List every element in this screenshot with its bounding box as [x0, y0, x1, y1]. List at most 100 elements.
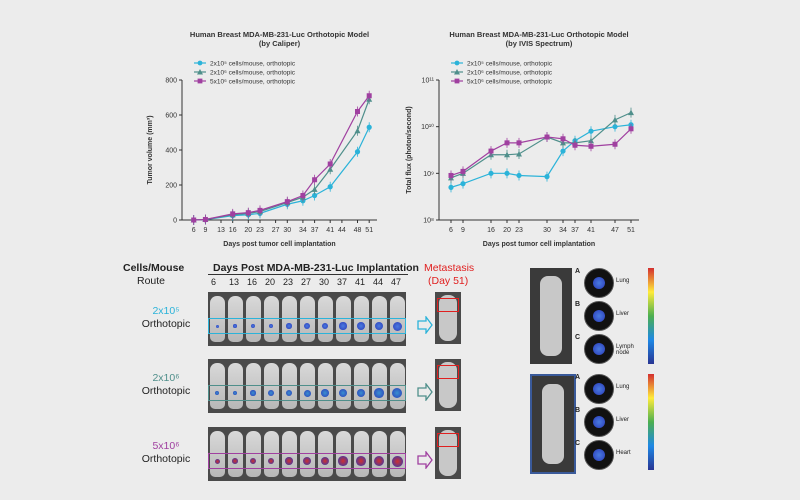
mouse-image	[300, 363, 315, 409]
mouse-image	[336, 296, 351, 342]
bioluminescence-signal	[357, 322, 365, 330]
mouse-image	[246, 363, 261, 409]
x-tick-label: 13	[217, 227, 225, 234]
mouse-image-bottom	[542, 384, 564, 464]
x-tick-label: 37	[311, 227, 319, 234]
series-line	[450, 124, 632, 188]
mouse-image	[300, 431, 315, 477]
mouse-image	[372, 363, 387, 409]
data-point	[504, 151, 510, 158]
highlight-box	[208, 453, 406, 469]
data-point	[504, 140, 510, 146]
x-tick-label: 48	[354, 227, 362, 234]
bioluminescence-signal	[321, 322, 329, 330]
mouse-image	[318, 431, 333, 477]
chart-title: Human Breast MDA-MB-231-Luc Orthotopic M…	[449, 30, 628, 39]
data-point	[588, 137, 594, 144]
y-tick-label: 600	[165, 113, 177, 120]
colorbar-bottom	[648, 374, 654, 470]
bioluminescence-signal	[374, 321, 384, 331]
day-label: 16	[247, 277, 258, 287]
chart-title: Human Breast MDA-MB-231-Luc Orthotopic M…	[190, 30, 369, 39]
day-labels: 6 13 16 20 23 27 30 37 41 44 47	[208, 277, 408, 289]
organ-letter: A	[575, 268, 581, 275]
mouse-image	[264, 363, 279, 409]
x-axis-label: Days post tumor cell implantation	[483, 241, 595, 248]
data-point	[366, 93, 372, 99]
data-point	[516, 140, 522, 146]
x-tick-label: 16	[229, 227, 237, 234]
data-point	[327, 184, 333, 190]
data-point	[560, 148, 566, 154]
organ-panel-bottom	[530, 374, 576, 474]
arrow-icon	[417, 450, 433, 470]
day-label: 37	[337, 277, 348, 287]
metastasis-day: (Day 51)	[428, 275, 469, 287]
mouse-image	[439, 295, 457, 341]
organ-image	[584, 268, 614, 298]
x-tick-label: 47	[611, 227, 619, 234]
x-tick-label: 37	[571, 227, 579, 234]
row-route: Orthotopic	[141, 318, 191, 330]
highlight-box	[208, 385, 406, 401]
organ-label: Lung	[616, 384, 630, 390]
metastasis-title: Metastasis	[424, 262, 475, 274]
legend-entry: 2x10⁶ cells/mouse, orthotopic	[467, 69, 553, 76]
mouse-image	[282, 431, 297, 477]
metastasis-box	[437, 433, 459, 447]
day-label: 20	[265, 277, 276, 287]
x-tick-label: 23	[256, 227, 264, 234]
bioluminescence-signal	[249, 457, 257, 465]
mouse-image	[228, 431, 243, 477]
bioluminescence-signal	[286, 323, 292, 329]
bioluminescence-signal	[338, 456, 348, 466]
x-tick-label: 30	[283, 227, 291, 234]
organ-image	[584, 374, 614, 404]
mouse-image	[439, 362, 457, 408]
day-label: 23	[283, 277, 294, 287]
y-tick-label: 400	[165, 148, 177, 155]
data-point	[612, 141, 618, 147]
mouse-image	[439, 430, 457, 476]
day-label: 30	[319, 277, 330, 287]
x-tick-label: 41	[587, 227, 595, 234]
bioluminescence-signal	[267, 457, 275, 465]
y-tick-label: 10¹¹	[422, 78, 435, 85]
mouse-strip	[208, 359, 406, 413]
data-point	[257, 207, 263, 213]
caliper-chart: Human Breast MDA-MB-231-Luc Orthotopic M…	[147, 30, 377, 248]
bioluminescence-signal	[392, 321, 402, 331]
x-tick-label: 9	[203, 227, 207, 234]
organ-image	[584, 334, 614, 364]
data-point	[588, 128, 594, 134]
row-dose: 2x10⁵	[152, 305, 180, 317]
organ-image	[584, 440, 614, 470]
row-dose: 2x10⁶	[152, 372, 180, 384]
route-header: Route	[137, 275, 166, 287]
ivis-chart: Human Breast MDA-MB-231-Luc Orthotopic M…	[406, 30, 639, 248]
y-axis-label: Total flux (photon/second)	[406, 106, 413, 193]
day-label: 6	[211, 277, 217, 287]
mouse-image	[264, 431, 279, 477]
row-dose: 5x10⁶	[152, 440, 180, 452]
x-tick-label: 20	[244, 227, 252, 234]
x-axis-label: Days post tumor cell implantation	[223, 241, 335, 248]
mouse-image	[228, 296, 243, 342]
row-route: Orthotopic	[141, 453, 191, 465]
bioluminescence-signal	[250, 390, 256, 396]
bioluminescence-signal	[303, 389, 311, 397]
x-tick-label: 27	[272, 227, 280, 234]
bioluminescence-signal	[320, 456, 330, 466]
day-label: 27	[301, 277, 312, 287]
colorbar-top	[648, 268, 654, 364]
series-line	[193, 99, 370, 221]
data-point	[612, 124, 618, 130]
y-tick-label: 10⁹	[423, 171, 434, 178]
data-point	[588, 143, 594, 149]
y-tick-label: 0	[173, 218, 177, 225]
metastasis-box	[437, 298, 459, 312]
data-point	[516, 150, 522, 157]
bioluminescence-signal	[321, 389, 329, 397]
day-label: 47	[391, 277, 402, 287]
bioluminescence-signal	[268, 390, 274, 396]
